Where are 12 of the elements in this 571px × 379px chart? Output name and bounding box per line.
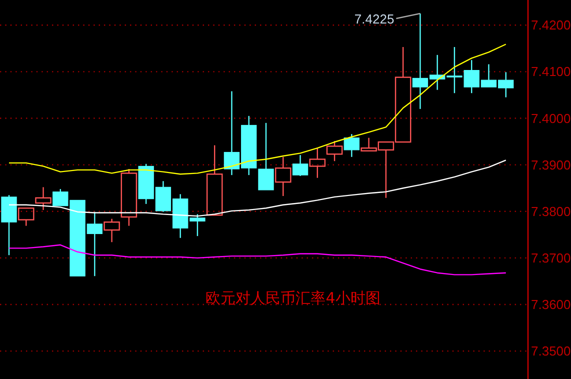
y-tick-label: 7.3800 <box>531 204 571 219</box>
text: 欧元对人民币汇率4小时图 <box>206 288 380 307</box>
line-series <box>8 244 506 276</box>
y-tick-label: 7.3600 <box>531 297 571 312</box>
y-tick-label: 7.4200 <box>531 18 571 33</box>
y-tick-label: 7.3500 <box>531 344 571 359</box>
line-series <box>8 44 506 175</box>
y-tick-label: 7.3700 <box>531 250 571 266</box>
annotation: 7.4225 <box>354 12 394 26</box>
y-tick-label: 7.3900 <box>531 157 571 172</box>
y-tick-label: 7.4100 <box>531 64 571 80</box>
y-tick-label: 7.4000 <box>531 110 571 126</box>
